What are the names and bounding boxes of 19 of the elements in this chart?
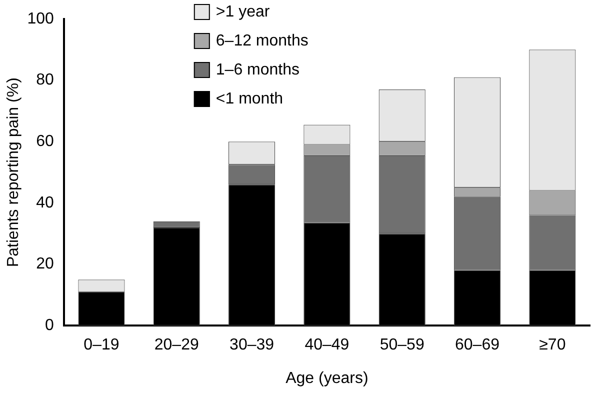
x-axis-title: Age (years) [286,370,368,387]
y-tick-label: 80 [36,72,54,89]
legend-label: >1 year [216,3,270,20]
y-tick-label: 100 [27,10,54,28]
y-axis-title: Patients reporting pain (%) [5,78,22,268]
x-tick-label: 30–39 [230,336,274,354]
x-tick-label: ≥70 [539,336,566,354]
legend-label: <1 month [216,90,284,108]
y-tick-label: 20 [36,256,54,273]
x-tick-label: 60–69 [455,336,500,354]
x-tick-label: 40–49 [304,336,350,354]
legend-label: 1–6 months [216,61,300,78]
y-tick-label: 40 [36,194,54,212]
x-tick-label: 20–29 [154,336,199,354]
y-tick-label: 0 [44,317,54,334]
y-tick-label: 60 [36,133,54,150]
x-tick-label: 0–19 [84,336,120,354]
x-tick-label: 50–59 [380,336,424,354]
legend-label: 6–12 months [216,32,308,50]
